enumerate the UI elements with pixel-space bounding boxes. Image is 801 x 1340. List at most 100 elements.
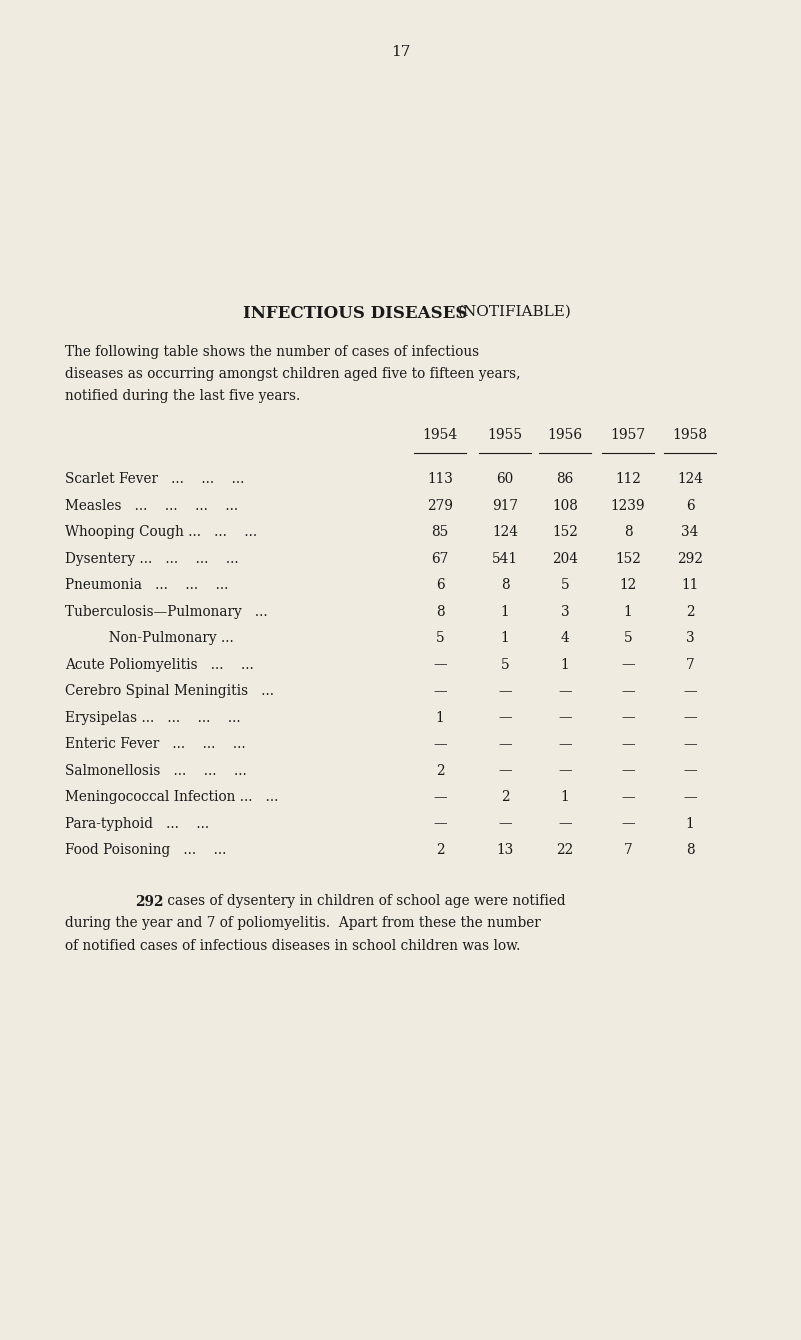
- Text: 917: 917: [492, 498, 518, 512]
- Text: (NOTIFIABLE): (NOTIFIABLE): [458, 306, 572, 319]
- Text: 67: 67: [432, 552, 449, 565]
- Text: 34: 34: [682, 525, 698, 539]
- Text: 152: 152: [615, 552, 641, 565]
- Text: Pneumonia   ...    ...    ...: Pneumonia ... ... ...: [65, 578, 228, 592]
- Text: —: —: [498, 737, 512, 750]
- Text: 4: 4: [561, 631, 570, 645]
- Text: 1956: 1956: [547, 427, 582, 442]
- Text: Cerebro Spinal Meningitis   ...: Cerebro Spinal Meningitis ...: [65, 683, 274, 698]
- Text: of notified cases of infectious diseases in school children was low.: of notified cases of infectious diseases…: [65, 938, 521, 953]
- Text: —: —: [558, 683, 572, 698]
- Text: Meningococcal Infection ...   ...: Meningococcal Infection ... ...: [65, 791, 279, 804]
- Text: —: —: [622, 816, 635, 831]
- Text: 124: 124: [492, 525, 518, 539]
- Text: 1: 1: [501, 604, 509, 619]
- Text: 1239: 1239: [610, 498, 646, 512]
- Text: 7: 7: [624, 843, 632, 858]
- Text: 1: 1: [561, 658, 570, 671]
- Text: —: —: [498, 710, 512, 725]
- Text: 17: 17: [391, 46, 410, 59]
- Text: 124: 124: [677, 472, 703, 486]
- Text: —: —: [622, 658, 635, 671]
- Text: —: —: [683, 683, 697, 698]
- Text: 1954: 1954: [422, 427, 457, 442]
- Text: diseases as occurring amongst children aged five to fifteen years,: diseases as occurring amongst children a…: [65, 367, 521, 381]
- Text: 8: 8: [624, 525, 632, 539]
- Text: 8: 8: [436, 604, 445, 619]
- Text: —: —: [683, 791, 697, 804]
- Text: Scarlet Fever   ...    ...    ...: Scarlet Fever ... ... ...: [65, 472, 244, 486]
- Text: —: —: [433, 791, 447, 804]
- Text: 204: 204: [552, 552, 578, 565]
- Text: 8: 8: [501, 578, 509, 592]
- Text: notified during the last five years.: notified during the last five years.: [65, 389, 300, 403]
- Text: 1955: 1955: [488, 427, 522, 442]
- Text: 2: 2: [436, 843, 445, 858]
- Text: 6: 6: [436, 578, 445, 592]
- Text: —: —: [622, 764, 635, 777]
- Text: 112: 112: [615, 472, 641, 486]
- Text: 541: 541: [492, 552, 518, 565]
- Text: 5: 5: [561, 578, 570, 592]
- Text: Enteric Fever   ...    ...    ...: Enteric Fever ... ... ...: [65, 737, 246, 750]
- Text: —: —: [433, 816, 447, 831]
- Text: —: —: [498, 683, 512, 698]
- Text: 108: 108: [552, 498, 578, 512]
- Text: —: —: [558, 710, 572, 725]
- Text: —: —: [433, 658, 447, 671]
- Text: —: —: [683, 764, 697, 777]
- Text: 2: 2: [436, 764, 445, 777]
- Text: 3: 3: [686, 631, 694, 645]
- Text: 5: 5: [436, 631, 445, 645]
- Text: The following table shows the number of cases of infectious: The following table shows the number of …: [65, 344, 479, 359]
- Text: Tuberculosis—Pulmonary   ...: Tuberculosis—Pulmonary ...: [65, 604, 268, 619]
- Text: Food Poisoning   ...    ...: Food Poisoning ... ...: [65, 843, 227, 858]
- Text: 22: 22: [557, 843, 574, 858]
- Text: —: —: [622, 737, 635, 750]
- Text: 2: 2: [686, 604, 694, 619]
- Text: during the year and 7 of poliomyelitis.  Apart from these the number: during the year and 7 of poliomyelitis. …: [65, 917, 541, 930]
- Text: Salmonellosis   ...    ...    ...: Salmonellosis ... ... ...: [65, 764, 247, 777]
- Text: 292: 292: [135, 895, 163, 909]
- Text: Measles   ...    ...    ...    ...: Measles ... ... ... ...: [65, 498, 238, 512]
- Text: 6: 6: [686, 498, 694, 512]
- Text: 1: 1: [561, 791, 570, 804]
- Text: 279: 279: [427, 498, 453, 512]
- Text: —: —: [498, 764, 512, 777]
- Text: Erysipelas ...   ...    ...    ...: Erysipelas ... ... ... ...: [65, 710, 240, 725]
- Text: 1: 1: [501, 631, 509, 645]
- Text: —: —: [433, 737, 447, 750]
- Text: 12: 12: [619, 578, 637, 592]
- Text: —: —: [622, 791, 635, 804]
- Text: 1: 1: [686, 816, 694, 831]
- Text: 113: 113: [427, 472, 453, 486]
- Text: 1957: 1957: [610, 427, 646, 442]
- Text: 3: 3: [561, 604, 570, 619]
- Text: 8: 8: [686, 843, 694, 858]
- Text: —: —: [498, 816, 512, 831]
- Text: 5: 5: [624, 631, 632, 645]
- Text: 152: 152: [552, 525, 578, 539]
- Text: 60: 60: [497, 472, 513, 486]
- Text: 5: 5: [501, 658, 509, 671]
- Text: 2: 2: [501, 791, 509, 804]
- Text: —: —: [433, 683, 447, 698]
- Text: —: —: [558, 737, 572, 750]
- Text: Acute Poliomyelitis   ...    ...: Acute Poliomyelitis ... ...: [65, 658, 254, 671]
- Text: —: —: [558, 816, 572, 831]
- Text: —: —: [622, 683, 635, 698]
- Text: —: —: [622, 710, 635, 725]
- Text: —: —: [683, 737, 697, 750]
- Text: —: —: [683, 710, 697, 725]
- Text: 1: 1: [624, 604, 632, 619]
- Text: —: —: [558, 764, 572, 777]
- Text: 1: 1: [436, 710, 445, 725]
- Text: Para-typhoid   ...    ...: Para-typhoid ... ...: [65, 816, 209, 831]
- Text: Dysentery ...   ...    ...    ...: Dysentery ... ... ... ...: [65, 552, 239, 565]
- Text: 7: 7: [686, 658, 694, 671]
- Text: Non-Pulmonary ...: Non-Pulmonary ...: [65, 631, 234, 645]
- Text: 85: 85: [432, 525, 449, 539]
- Text: 13: 13: [497, 843, 513, 858]
- Text: INFECTIOUS DISEASES: INFECTIOUS DISEASES: [243, 306, 467, 322]
- Text: Whooping Cough ...   ...    ...: Whooping Cough ... ... ...: [65, 525, 257, 539]
